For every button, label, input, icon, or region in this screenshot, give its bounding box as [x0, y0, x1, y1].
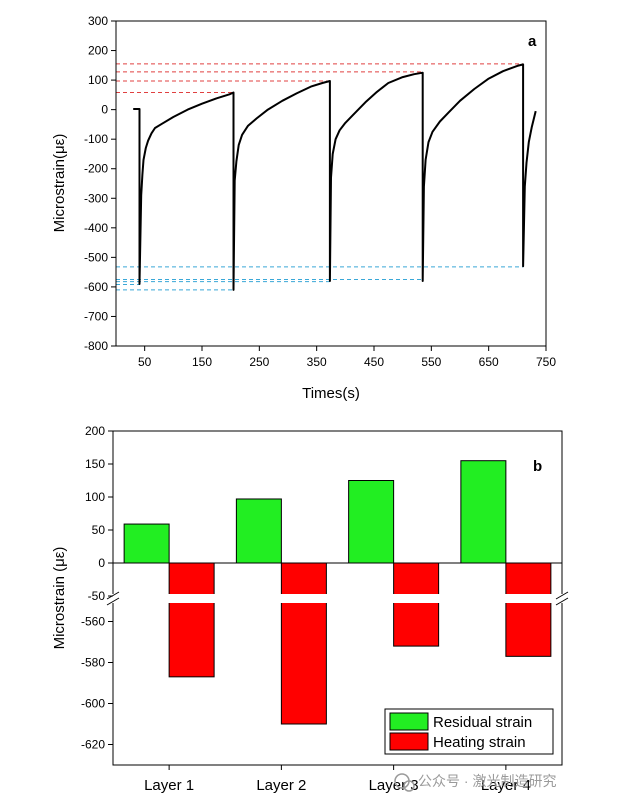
panel-b-y-axis-label: Microstrain (με): [51, 547, 68, 650]
y-tick-label: -200: [84, 162, 108, 176]
y-tick-label: 150: [85, 457, 105, 471]
bar-residual-2: [235, 498, 282, 564]
y-tick-label: -700: [84, 309, 108, 323]
bar-residual-3: [348, 480, 395, 564]
bar-heating-3: [393, 562, 440, 647]
panel-b-legend: Residual strain Heating strain: [384, 708, 554, 755]
panel-b-bars: [123, 460, 552, 725]
y-tick-label: -50: [88, 589, 106, 603]
panel-b-label: b: [533, 458, 542, 475]
panel-a-reference-lines: [116, 63, 524, 291]
y-tick-label: -600: [84, 280, 108, 294]
y-tick-label: 100: [88, 73, 108, 87]
panel-a-label: a: [528, 33, 537, 50]
y-tick-label: -100: [84, 132, 108, 146]
x-tick-label: 350: [307, 355, 327, 369]
panel-b: 200 150 100 50 0 -50 -560 -580 -600 -620 Layer 1 L…: [51, 424, 575, 794]
watermark-text: 公众号 · 激光制造研究: [418, 773, 556, 789]
panel-a-x-axis-label: Times(s): [302, 385, 360, 402]
strain-series-line: [133, 63, 537, 291]
x-tick-label: 250: [249, 355, 269, 369]
y-tick-label: -400: [84, 221, 108, 235]
y-tick-label: 200: [85, 424, 105, 438]
x-tick-label: 650: [479, 355, 499, 369]
y-tick-label: -580: [81, 656, 105, 670]
y-tick-label: 0: [101, 103, 108, 117]
wechat-icon-bubble: [403, 780, 415, 792]
panel-a-y-axis-label: Microstrain(με): [51, 134, 68, 233]
y-tick-label: 50: [92, 523, 106, 537]
x-tick-label: 150: [192, 355, 212, 369]
panel-b-axis-break-marks: [106, 591, 569, 606]
category-label-1: Layer 1: [144, 777, 194, 794]
panel-a-x-ticks: 50 150 250 350 450 550 650 750: [138, 346, 556, 369]
category-label-4: Layer 4: [481, 777, 531, 794]
y-tick-label: 200: [88, 44, 108, 58]
legend-swatch-residual: [389, 712, 429, 731]
category-label-3: Layer 3: [369, 777, 419, 794]
x-tick-label: 750: [536, 355, 556, 369]
panel-b-axis-break-gap: [100, 594, 575, 603]
category-label-2: Layer 2: [256, 777, 306, 794]
panel-b-y-ticks: 200 150 100 50 0 -50 -560 -580 -600 -620: [81, 424, 113, 752]
bar-residual-4: [460, 460, 507, 564]
y-tick-label: 300: [88, 14, 108, 28]
legend-label-residual: Residual strain: [433, 714, 532, 731]
bar-heating-2: [280, 562, 327, 725]
y-tick-label: -600: [81, 697, 105, 711]
panel-a: 50 150 250 350 450 550 650 750 300 200 100 0 -100 -2…: [51, 14, 556, 402]
panel-a-series: [133, 63, 537, 291]
x-tick-label: 450: [364, 355, 384, 369]
panel-a-y-ticks: 300 200 100 0 -100 -200 -300 -400 -500 -600 -700 -8…: [84, 14, 116, 353]
y-tick-label: -800: [84, 339, 108, 353]
x-tick-label: 50: [138, 355, 152, 369]
x-tick-label: 550: [421, 355, 441, 369]
watermark: 公众号 · 激光制造研究: [394, 773, 556, 792]
bar-heating-1: [168, 562, 215, 678]
legend-label-heating: Heating strain: [433, 734, 526, 751]
y-tick-label: -620: [81, 738, 105, 752]
bar-residual-1: [123, 523, 170, 564]
legend-swatch-heating: [389, 732, 429, 751]
y-tick-label: -500: [84, 250, 108, 264]
y-tick-label: -560: [81, 615, 105, 629]
panel-a-plot-frame: [115, 20, 547, 347]
y-tick-label: 0: [98, 556, 105, 570]
y-tick-label: -300: [84, 191, 108, 205]
bar-heating-4: [505, 562, 552, 657]
y-tick-label: 100: [85, 490, 105, 504]
